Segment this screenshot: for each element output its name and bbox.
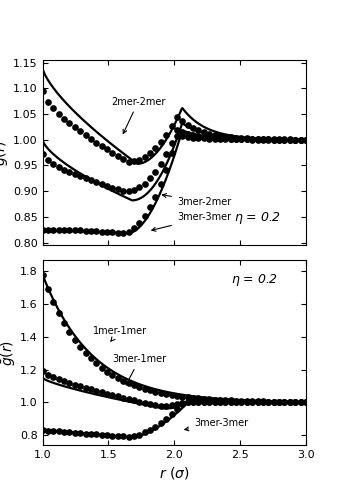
Text: $\eta$ = 0.2: $\eta$ = 0.2 <box>234 210 280 226</box>
Text: 1mer-1mer: 1mer-1mer <box>92 326 147 341</box>
Text: 3mer-3mer: 3mer-3mer <box>185 418 248 431</box>
X-axis label: $r$ ($\sigma$): $r$ ($\sigma$) <box>159 466 189 481</box>
Text: 3mer-2mer: 3mer-2mer <box>163 194 231 207</box>
Text: $\eta$ = 0.2: $\eta$ = 0.2 <box>231 272 278 288</box>
Y-axis label: $\bar{g}(r)$: $\bar{g}(r)$ <box>0 140 10 166</box>
Y-axis label: $\bar{g}(r)$: $\bar{g}(r)$ <box>0 340 17 365</box>
Text: 3mer-1mer: 3mer-1mer <box>112 354 167 385</box>
Text: 3mer-3mer: 3mer-3mer <box>152 212 231 231</box>
Text: 2mer-2mer: 2mer-2mer <box>111 96 165 134</box>
